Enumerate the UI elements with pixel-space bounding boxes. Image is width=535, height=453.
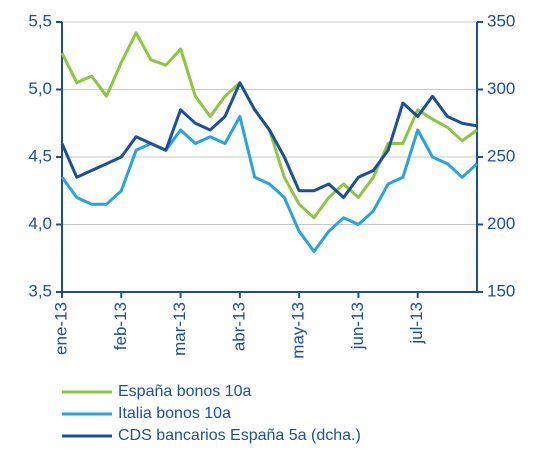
y2-tick-label: 250 bbox=[487, 146, 515, 165]
y2-tick-label: 350 bbox=[487, 11, 515, 30]
y-tick-label: 5,5 bbox=[28, 11, 52, 30]
y-tick-label: 4,5 bbox=[28, 146, 52, 165]
series-line bbox=[60, 115, 479, 253]
x-tick-label: ene-13 bbox=[51, 302, 70, 355]
x-tick-label: may-13 bbox=[289, 302, 308, 359]
y-tick-label: 4,0 bbox=[28, 214, 52, 233]
x-tick-label: jun-13 bbox=[348, 302, 367, 350]
x-tick-label: mar-13 bbox=[170, 302, 189, 356]
x-tick-label: abr-13 bbox=[229, 302, 248, 351]
y2-tick-label: 300 bbox=[487, 79, 515, 98]
y-tick-label: 3,5 bbox=[28, 281, 52, 300]
y-tick-label: 5,0 bbox=[28, 79, 52, 98]
legend-label: España bonos 10a bbox=[118, 383, 252, 400]
legend-label: Italia bonos 10a bbox=[118, 405, 231, 422]
legend-label: CDS bancarios España 5a (dcha.) bbox=[118, 427, 361, 444]
x-tick-label: jul-13 bbox=[407, 302, 426, 345]
series-line bbox=[60, 81, 478, 199]
x-tick-label: feb-13 bbox=[111, 302, 130, 350]
y2-tick-label: 150 bbox=[487, 281, 515, 300]
series-line bbox=[60, 31, 478, 220]
y2-tick-label: 200 bbox=[487, 214, 515, 233]
